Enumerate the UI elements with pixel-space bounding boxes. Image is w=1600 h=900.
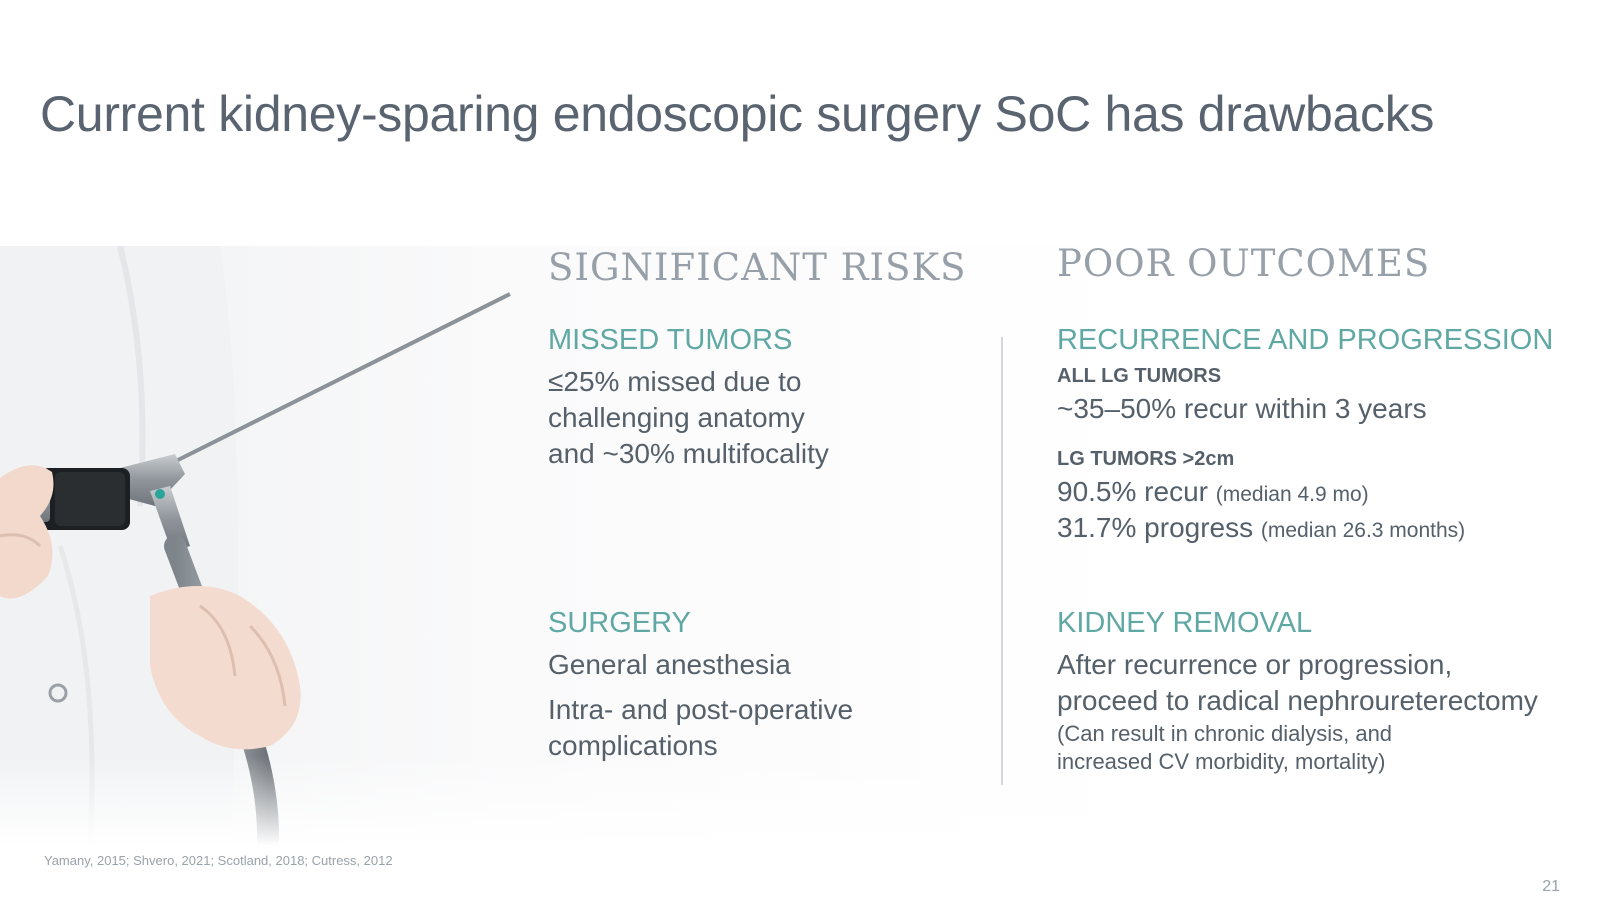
progress-value: 31.7% progress — [1057, 512, 1254, 543]
surgery-heading: SURGERY — [548, 607, 691, 639]
kidney-removal-heading: KIDNEY REMOVAL — [1057, 607, 1313, 639]
recurrence-progression-heading: RECURRENCE AND PROGRESSION — [1057, 324, 1554, 356]
slide-title: Current kidney-sparing endoscopic surger… — [40, 86, 1435, 142]
page-number: 21 — [1542, 878, 1560, 895]
missed-tumors-text: ≤25% missed due to challenging anatomy a… — [548, 366, 829, 469]
all-lg-tumors-label: ALL LG TUMORS — [1057, 365, 1222, 387]
missed-tumors-heading: MISSED TUMORS — [548, 324, 793, 356]
endoscope-photo — [0, 246, 1130, 846]
surgery-line-anesthesia: General anesthesia — [548, 649, 791, 680]
recur-line: 90.5% recur (median 4.9 mo) — [1057, 474, 1369, 513]
surgery-line-complications: Intra- and post-operative complications — [548, 694, 854, 761]
kidney-removal-text: After recurrence or progression, proceed… — [1057, 649, 1538, 716]
poor-outcomes-heading: POOR OUTCOMES — [1057, 242, 1431, 285]
recur-value: 90.5% recur — [1057, 476, 1208, 507]
column-divider — [1001, 337, 1003, 785]
progress-note: (median 26.3 months) — [1260, 519, 1466, 542]
recur-note: (median 4.9 mo) — [1215, 483, 1369, 506]
lg-tumors-2cm-label: LG TUMORS >2cm — [1057, 448, 1235, 470]
all-lg-tumors-value: ~35–50% recur within 3 years — [1057, 393, 1427, 424]
progress-line: 31.7% progress (median 26.3 months) — [1057, 510, 1465, 549]
kidney-removal-note: (Can result in chronic dialysis, and inc… — [1057, 721, 1393, 774]
references-footer: Yamany, 2015; Shvero, 2021; Scotland, 20… — [44, 853, 393, 868]
significant-risks-heading: SIGNIFICANT RISKS — [548, 246, 967, 289]
